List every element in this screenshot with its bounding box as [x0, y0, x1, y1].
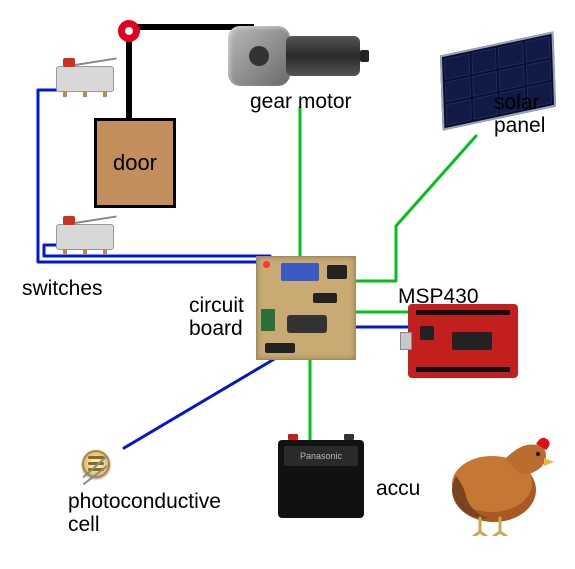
limit-switch-top — [56, 66, 114, 92]
rope-spool — [118, 20, 140, 42]
label-circuit-2: board — [189, 317, 243, 340]
label-solar-2: panel — [494, 114, 545, 137]
label-msp430: MSP430 — [398, 285, 479, 308]
door: door — [94, 118, 176, 208]
label-solar-1: solar — [494, 91, 540, 114]
label-accu: accu — [376, 477, 420, 500]
chicken-icon — [436, 418, 556, 536]
circuit-board — [256, 256, 356, 360]
rope-v1 — [126, 30, 132, 120]
label-switches: switches — [22, 277, 103, 300]
door-label: door — [113, 150, 157, 176]
label-gear-motor: gear motor — [250, 90, 352, 113]
accu-battery: Panasonic — [278, 440, 364, 518]
gear-motor — [228, 26, 368, 88]
msp430-board — [408, 304, 518, 378]
label-ldr-1: photoconductive — [68, 490, 221, 513]
accu-brand: Panasonic — [300, 451, 342, 461]
label-circuit-1: circuit — [189, 294, 244, 317]
limit-switch-bottom — [56, 224, 114, 250]
label-ldr-2: cell — [68, 513, 100, 536]
photoconductive-cell — [82, 450, 142, 490]
